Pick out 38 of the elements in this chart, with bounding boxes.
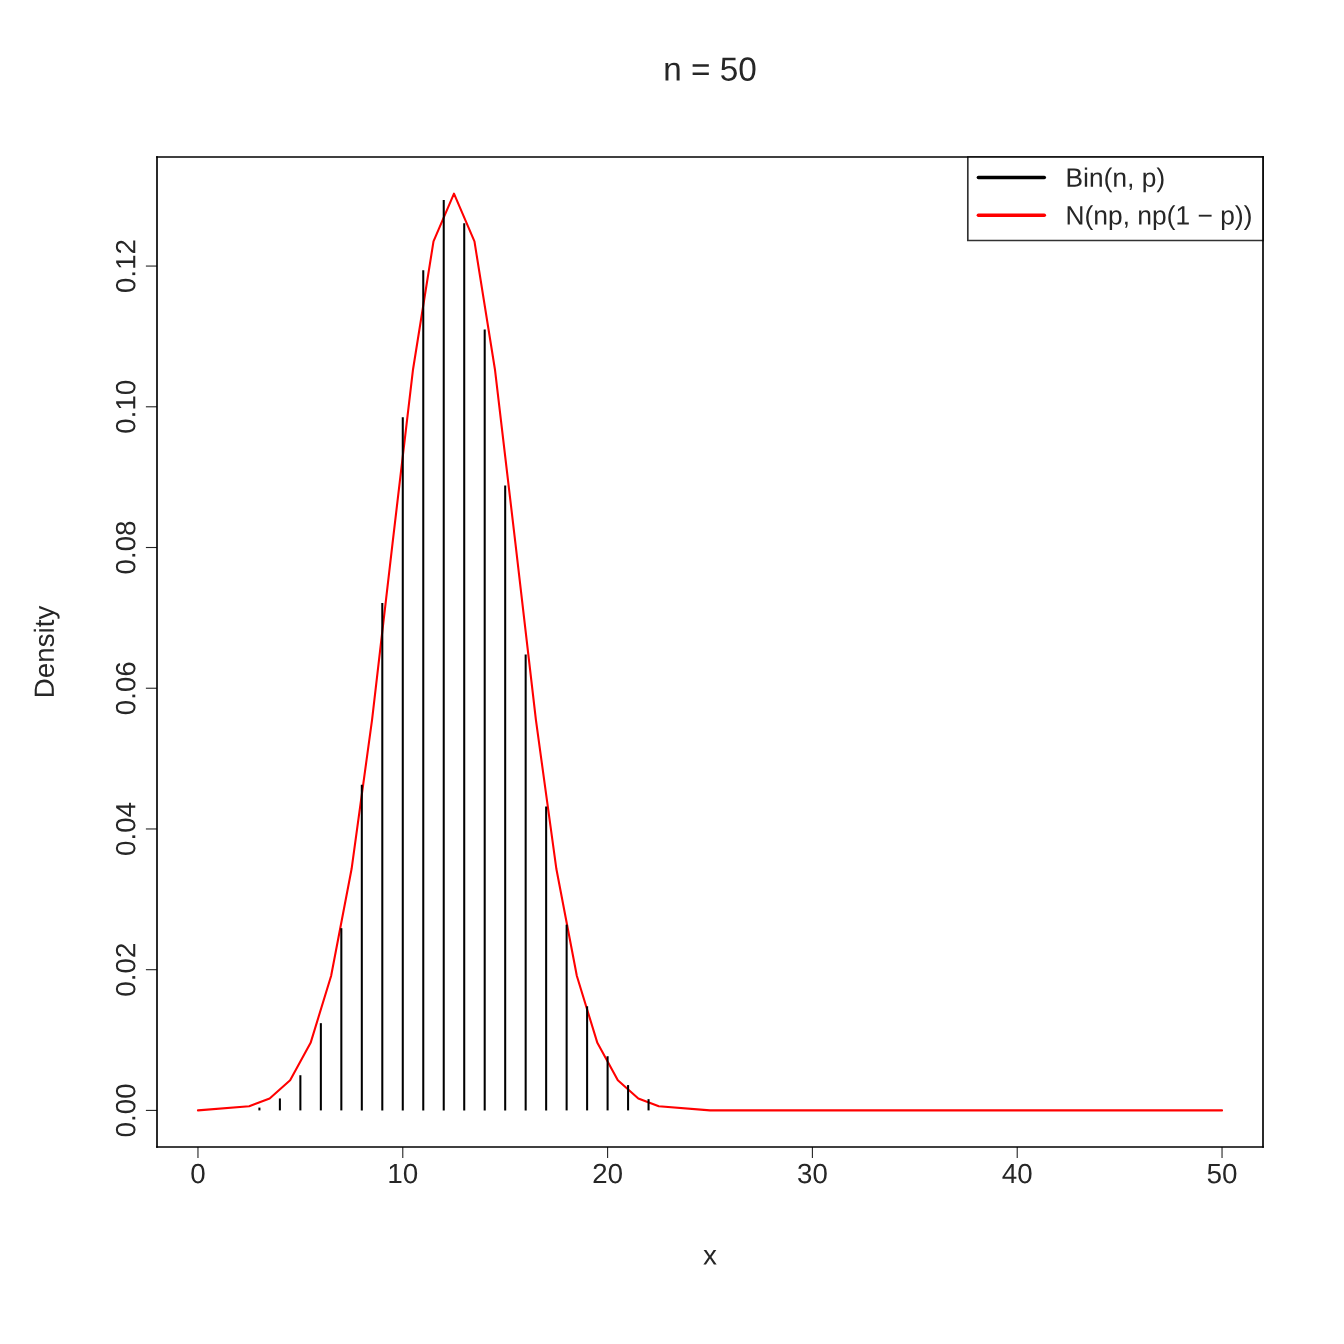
bar: [524, 654, 527, 1111]
bar: [422, 270, 425, 1111]
x-tick-label: 50: [1207, 1163, 1237, 1184]
line-series: [196, 192, 1224, 1112]
bar: [565, 924, 568, 1111]
x-tick-label: 0: [191, 1163, 205, 1184]
x-tick-label: 30: [798, 1163, 827, 1184]
x-tick-label: 40: [1002, 1163, 1032, 1184]
y-tick-label: 0.02: [115, 944, 136, 996]
legend-label: Bin(n, p): [1067, 167, 1164, 193]
bar: [647, 1099, 650, 1111]
x-axis-title: x: [703, 1249, 717, 1265]
bar: [627, 1085, 630, 1111]
bar: [463, 223, 466, 1111]
chart-title: n = 50: [665, 57, 756, 81]
x-tick-label: 20: [593, 1163, 622, 1184]
bar: [504, 485, 507, 1111]
y-tick-label: 0.10: [115, 380, 136, 433]
bar: [606, 1056, 609, 1111]
y-tick-label: 0.12: [115, 240, 136, 293]
bar: [360, 784, 363, 1111]
y-tick-label: 0.00: [115, 1084, 136, 1137]
bar: [299, 1075, 302, 1111]
bar: [442, 199, 445, 1111]
legend-label: N(np, np(1 − p)): [1067, 205, 1251, 230]
bar: [319, 1023, 322, 1111]
bar: [401, 417, 404, 1111]
y-tick-label: 0.06: [115, 662, 136, 715]
bar: [381, 603, 384, 1111]
y-tick-label: 0.08: [115, 521, 136, 574]
bar: [340, 928, 343, 1111]
bar: [278, 1098, 281, 1111]
bar: [586, 1006, 589, 1111]
y-axis-title: Density: [33, 605, 60, 697]
bar: [545, 806, 548, 1111]
y-tick-label: 0.04: [115, 802, 136, 855]
bar: [483, 329, 486, 1111]
x-tick-label: 10: [389, 1163, 418, 1184]
